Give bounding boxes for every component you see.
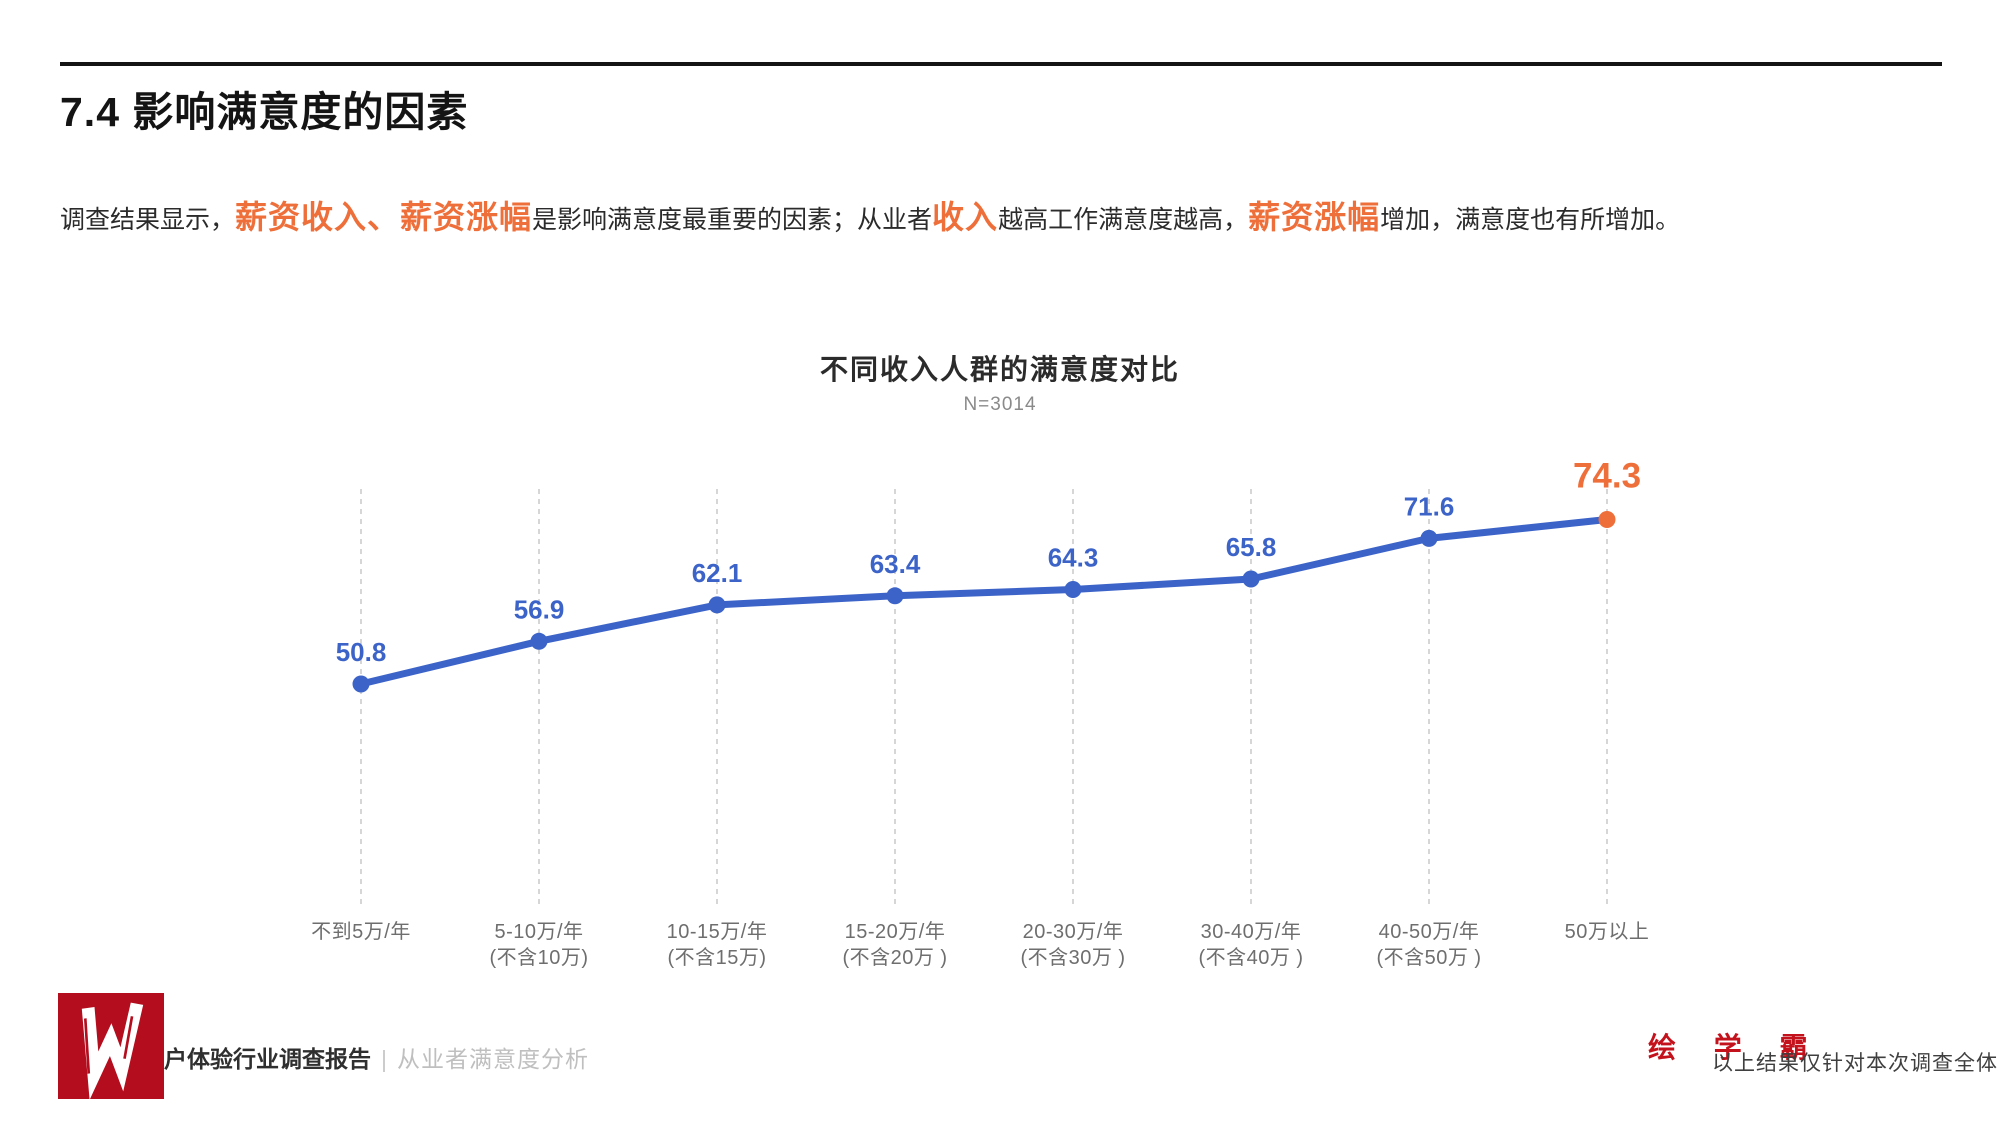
x-axis-label: 不到5万/年 — [311, 920, 411, 943]
data-point — [886, 587, 904, 605]
intro-emphasis-text: 薪资收入、薪资涨幅 — [235, 199, 533, 235]
data-point-label: 64.3 — [1048, 543, 1099, 573]
x-axis-label: 40-50万/年(不含50万 ) — [1376, 920, 1481, 969]
data-point-label: 50.8 — [336, 637, 387, 667]
data-point — [1420, 529, 1438, 547]
x-axis-label: 30-40万/年(不含40万 ) — [1198, 920, 1303, 969]
x-axis-label: 5-10万/年(不含10万) — [489, 920, 588, 969]
data-point — [1064, 581, 1082, 598]
trend-line — [357, 516, 1611, 688]
data-point-label: 62.1 — [692, 558, 743, 588]
section-name-label: 从业者满意度分析 — [396, 1046, 589, 1072]
x-axis-label: 10-15万/年(不含15万) — [667, 920, 768, 969]
logo-w-glyph — [81, 1002, 144, 1099]
data-point-label: 65.8 — [1226, 532, 1277, 562]
data-point-label: 56.9 — [514, 594, 565, 624]
data-point-label: 63.4 — [870, 549, 921, 579]
data-point-label: 74.3 — [1573, 457, 1641, 496]
x-axis-label: 50万以上 — [1565, 920, 1650, 943]
data-point — [708, 596, 726, 614]
chart-title: 不同收入人群的满意度对比 — [819, 354, 1180, 385]
report-name-label: 户体验行业调查报告 — [164, 1046, 371, 1072]
top-divider-rule — [60, 62, 1942, 66]
data-point — [352, 675, 370, 693]
intro-paragraph: 调查结果显示， 薪资收入、薪资涨幅 是影响满意度最重要的因素；从业者 收入 越高工作满意… — [60, 192, 1680, 244]
intro-text: 调查结果显示， — [60, 206, 236, 234]
intro-text: 是影响满意度最重要的因素；从业者 — [532, 206, 933, 234]
x-axis-label: 15-20万/年(不含20万 ) — [842, 920, 947, 969]
chart-sample-size: N=3014 — [963, 394, 1037, 415]
data-point-label: 71.6 — [1404, 491, 1455, 521]
survey-footnote: 以上结果仅针对本次调查全体 — [1712, 1052, 1998, 1075]
intro-emphasis-text: 薪资涨幅 — [1248, 199, 1381, 235]
page-title: 7.4 影响满意度的因素 — [60, 89, 469, 135]
x-axis-label: 20-30万/年(不含30万 ) — [1020, 920, 1125, 969]
intro-text: 越高工作满意度越高， — [998, 206, 1249, 234]
intro-emphasis-text: 收入 — [932, 199, 999, 235]
data-point — [530, 632, 548, 650]
logo-w-icon — [58, 993, 164, 1099]
brand-watermark: 绘 学 霸 — [1648, 1032, 1823, 1063]
footer-caption: 户体验行业调查报告 | 从业者满意度分析 — [164, 1040, 589, 1074]
data-point — [1242, 570, 1260, 588]
intro-text: 增加，满意度也有所增加。 — [1380, 206, 1681, 234]
data-point — [1598, 511, 1616, 528]
footer-divider: | — [381, 1046, 387, 1072]
